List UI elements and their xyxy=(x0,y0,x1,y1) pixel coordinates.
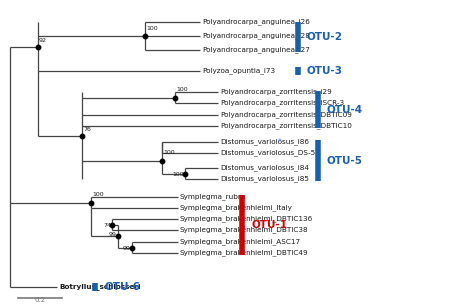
Text: Symplegma_brakenhielmi_DBTIC38: Symplegma_brakenhielmi_DBTIC38 xyxy=(180,227,309,233)
Text: Symplegma_brakenhielmi_ASC17: Symplegma_brakenhielmi_ASC17 xyxy=(180,239,301,245)
Text: 99: 99 xyxy=(109,232,117,237)
Text: Polyandrocarpa_zorritensis_DBTIC09: Polyandrocarpa_zorritensis_DBTIC09 xyxy=(220,112,352,118)
Text: Distomus_variolosus_i85: Distomus_variolosus_i85 xyxy=(220,176,309,182)
Text: Distomus_variolosus_i86: Distomus_variolosus_i86 xyxy=(220,139,309,145)
Text: 92: 92 xyxy=(39,38,47,43)
Text: *: * xyxy=(278,137,282,147)
Text: Distomus_variolosus_i84: Distomus_variolosus_i84 xyxy=(220,165,309,171)
Text: Symplegma_brakenhielmi_DBTIC136: Symplegma_brakenhielmi_DBTIC136 xyxy=(180,216,313,222)
Text: Polyandrocarpa_anguinea_i26: Polyandrocarpa_anguinea_i26 xyxy=(202,19,310,25)
Text: Symplegma_brakenhielmi_DBTIC49: Symplegma_brakenhielmi_DBTIC49 xyxy=(180,250,309,256)
Text: 0.2: 0.2 xyxy=(35,297,46,303)
Text: 100: 100 xyxy=(146,25,158,31)
Text: OTU-4: OTU-4 xyxy=(327,105,363,115)
Text: Distomus_variolosus_DS-5: Distomus_variolosus_DS-5 xyxy=(220,150,315,156)
Text: 74: 74 xyxy=(103,223,111,228)
Text: Polyandrocarpa_anguinea_i27: Polyandrocarpa_anguinea_i27 xyxy=(202,47,310,53)
Text: OTU-6: OTU-6 xyxy=(105,282,141,292)
Text: Botryllus_schlosseri: Botryllus_schlosseri xyxy=(59,284,140,290)
Text: 100: 100 xyxy=(173,172,184,177)
Text: OTU-2: OTU-2 xyxy=(307,32,343,42)
Text: 76: 76 xyxy=(83,127,91,132)
Text: Polyandrocarpa_zorritensis_iSCR-3: Polyandrocarpa_zorritensis_iSCR-3 xyxy=(220,100,344,106)
Text: OTU-3: OTU-3 xyxy=(307,66,343,76)
Text: 99: 99 xyxy=(123,246,131,251)
Text: Symplegma_rubra: Symplegma_rubra xyxy=(180,194,246,200)
Text: OTU-1: OTU-1 xyxy=(252,220,288,230)
Text: Polyandrocarpa_anguinea_i28: Polyandrocarpa_anguinea_i28 xyxy=(202,33,310,39)
Text: OTU-5: OTU-5 xyxy=(327,156,363,166)
Text: 100: 100 xyxy=(92,192,104,197)
Text: Symplegma_brakenhielmi_Italy: Symplegma_brakenhielmi_Italy xyxy=(180,205,293,211)
Text: Polyandrocarpa_zorritensis_i29: Polyandrocarpa_zorritensis_i29 xyxy=(220,89,332,95)
Text: Polyzoa_opuntia_i73: Polyzoa_opuntia_i73 xyxy=(202,68,275,74)
Text: Polyandrocarpa_zorritensis_DBTIC10: Polyandrocarpa_zorritensis_DBTIC10 xyxy=(220,123,352,129)
Text: 100: 100 xyxy=(176,87,188,92)
Text: 100: 100 xyxy=(163,150,174,155)
